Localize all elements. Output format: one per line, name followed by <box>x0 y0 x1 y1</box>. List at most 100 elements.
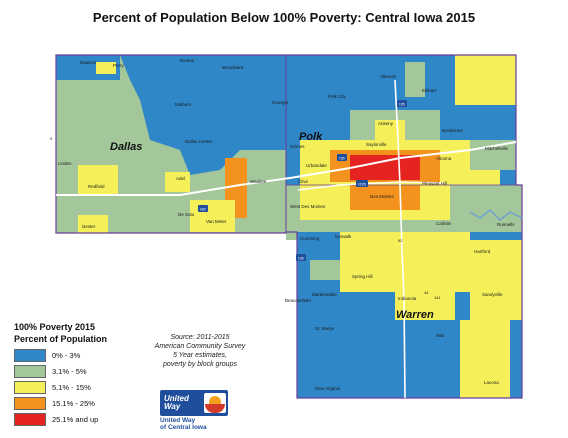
legend-swatch <box>14 380 46 394</box>
logo-line: United <box>164 394 189 403</box>
dallas-yellow-perry <box>96 62 116 74</box>
highway-label: 44 <box>424 290 429 295</box>
metro-south-orange <box>350 185 420 210</box>
region-outline <box>55 54 523 399</box>
org-line: United Way <box>160 417 196 424</box>
city-label: Sandyville <box>482 292 503 297</box>
city-label: Van Meter <box>206 219 227 224</box>
city-label: Waukee <box>250 179 267 184</box>
polk-green-n <box>405 62 425 97</box>
city-label: Elkhart <box>422 88 437 93</box>
svg-text:I235: I235 <box>358 182 367 187</box>
helping-hand-icon <box>204 393 226 413</box>
svg-text:I35: I35 <box>399 102 405 107</box>
highway-shield-i35: I35 <box>397 100 407 107</box>
warren-county <box>286 185 522 398</box>
city-label: Martensdale <box>312 292 337 297</box>
city-label: Milo <box>436 333 445 338</box>
city-label: Ankeny <box>378 121 394 126</box>
logo-line: Way <box>164 402 181 411</box>
city-label: Saylorville <box>366 142 387 147</box>
city-label: Spring Hill <box>352 274 373 279</box>
dallas-yellow-vanmeter <box>190 200 235 232</box>
warren-yellow-north <box>340 232 470 292</box>
dallas-county <box>56 55 286 233</box>
city-label: Grimes <box>290 144 305 149</box>
highway-label: 92 <box>398 238 403 243</box>
source-line: 5 Year estimates, <box>173 352 227 359</box>
highway-shield-i80: I80 <box>198 205 208 212</box>
county-label-warren: Warren <box>396 309 434 321</box>
city-label: Mitchellville <box>485 146 509 151</box>
city-label: Alleman <box>380 74 397 79</box>
legend-swatch <box>14 364 46 378</box>
city-label: Cumming <box>300 236 320 241</box>
city-label: St. Marys <box>315 326 335 331</box>
county-label-dallas: Dallas <box>110 141 142 153</box>
city-label: Beaconsfield <box>285 298 311 303</box>
legend-swatch <box>14 348 46 362</box>
organization-name: United Way of Central Iowa <box>160 417 207 431</box>
county-label-polk: Polk <box>299 131 323 143</box>
city-label: Woodward <box>222 65 244 70</box>
city-label: Hartford <box>474 249 491 254</box>
warren-yellow-east <box>470 240 522 320</box>
city-label: Urbandale <box>306 163 327 168</box>
city-label: Perry <box>113 63 125 68</box>
legend-item: 25.1% and up <box>14 412 154 426</box>
legend-label: 15.1% - 25% <box>52 398 95 408</box>
city-label: New Virginia <box>315 386 341 391</box>
legend: 100% Poverty 2015 Percent of Population … <box>14 322 154 428</box>
interstate-80 <box>56 141 517 196</box>
legend-swatch <box>14 412 46 426</box>
legend-label: 5.1% - 15% <box>52 382 91 392</box>
city-label: Bondurant <box>442 128 464 133</box>
city-label: Linden <box>58 161 72 166</box>
legend-item: 5.1% - 15% <box>14 380 154 394</box>
source-line: poverty by block groups <box>163 361 237 368</box>
city-label: Altoona <box>436 156 452 161</box>
legend-item: 3.1% - 5% <box>14 364 154 378</box>
city-label: Adel <box>176 176 185 181</box>
highway-label: 5 <box>50 136 53 141</box>
city-label: Clive <box>298 179 308 184</box>
source-note: Source: 2011-2015 American Community Sur… <box>140 333 260 369</box>
city-label: Dawson <box>80 60 97 65</box>
dallas-yellow-adel <box>165 172 190 192</box>
city-label: De Soto <box>178 212 195 217</box>
polk-yellow-ne <box>455 55 516 105</box>
city-label: Des Moines <box>370 194 395 199</box>
polk-green-east <box>470 140 516 170</box>
dallas-blue-area <box>120 55 286 175</box>
org-line: of Central Iowa <box>160 424 207 431</box>
city-label: Polk City <box>328 94 347 99</box>
interstate-235 <box>297 181 446 191</box>
warren-yellow-indianola <box>395 290 455 320</box>
source-line: Source: 2011-2015 <box>170 334 230 341</box>
legend-item: 0% - 3% <box>14 348 154 362</box>
source-line: American Community Survey <box>154 343 246 350</box>
city-label: Bouton <box>180 58 195 63</box>
legend-swatch <box>14 396 46 410</box>
legend-subtitle: Percent of Population <box>14 334 108 344</box>
svg-text:I35: I35 <box>339 156 345 161</box>
dallas-yellow-dexter <box>78 215 108 233</box>
svg-text:I35: I35 <box>298 256 304 261</box>
city-label: Indianola <box>398 296 417 301</box>
legend-title: 100% Poverty 2015 <box>14 322 96 332</box>
united-way-logo: United Way <box>160 390 228 416</box>
legend-label: 25.1% and up <box>52 414 99 424</box>
highway-label: 141 <box>434 295 441 300</box>
polk-red-core <box>350 155 420 180</box>
logo-wordmark: United Way <box>160 395 200 411</box>
legend-label: 3.1% - 5% <box>52 366 87 376</box>
city-label: Minburn <box>175 102 192 107</box>
city-label: Lacona <box>484 380 499 385</box>
city-label: Redfield <box>88 184 105 189</box>
city-label: Granger <box>272 100 289 105</box>
city-label: Norwalk <box>335 234 352 239</box>
warren-green-w <box>310 260 340 280</box>
svg-text:I80: I80 <box>200 207 206 212</box>
warren-yellow-se <box>460 320 510 398</box>
